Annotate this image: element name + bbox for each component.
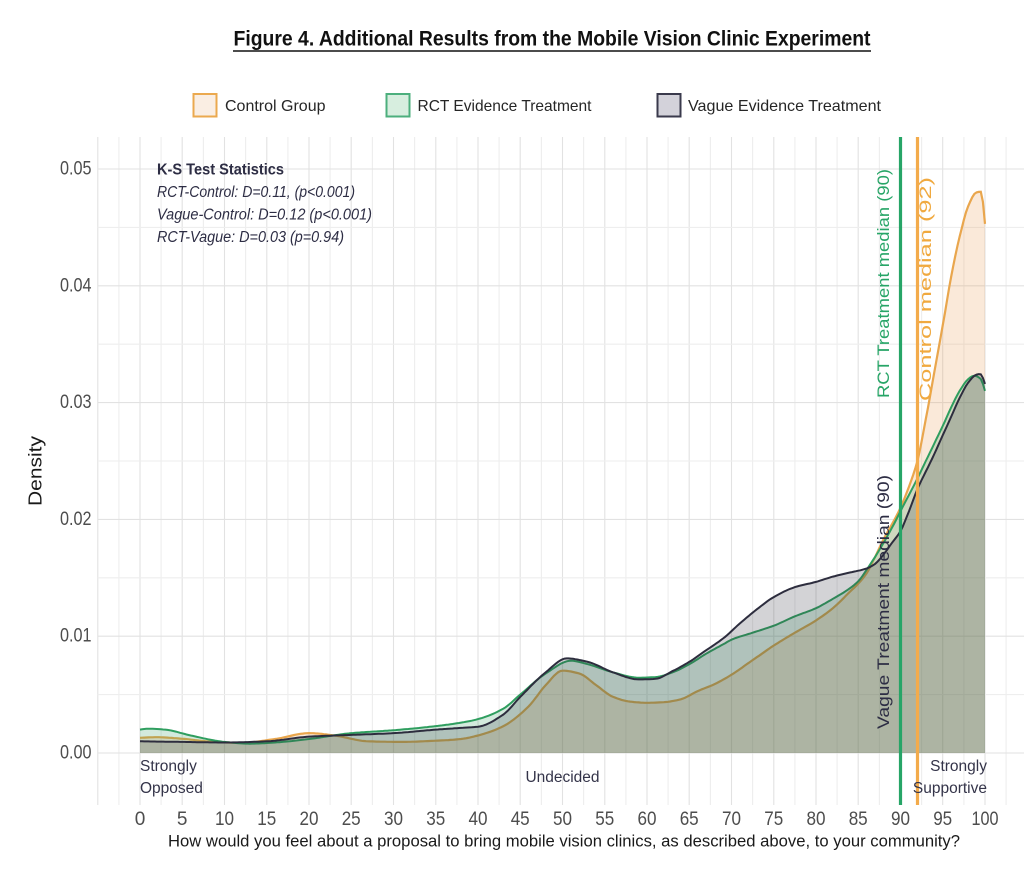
svg-text:Strongly: Strongly [140, 758, 197, 775]
svg-text:100: 100 [972, 809, 999, 830]
svg-text:K-S Test Statistics: K-S Test Statistics [157, 162, 284, 179]
svg-text:0.05: 0.05 [60, 159, 92, 180]
svg-text:55: 55 [595, 809, 614, 830]
svg-text:85: 85 [849, 809, 868, 830]
svg-text:10: 10 [215, 809, 234, 830]
svg-text:80: 80 [807, 809, 826, 830]
svg-text:How would you feel about a pro: How would you feel about a proposal to b… [168, 832, 960, 851]
svg-text:45: 45 [511, 809, 530, 830]
svg-text:15: 15 [257, 809, 276, 830]
svg-text:RCT Treatment median (90): RCT Treatment median (90) [875, 169, 893, 398]
svg-text:Opposed: Opposed [140, 780, 203, 797]
svg-text:0.04: 0.04 [60, 275, 92, 296]
svg-text:RCT Evidence Treatment: RCT Evidence Treatment [418, 98, 593, 115]
svg-text:0.01: 0.01 [60, 626, 92, 647]
svg-text:95: 95 [933, 809, 952, 830]
svg-text:90: 90 [891, 809, 910, 830]
svg-text:0: 0 [135, 809, 146, 830]
svg-text:0.03: 0.03 [60, 392, 92, 413]
svg-text:Control median (92): Control median (92) [917, 177, 935, 401]
svg-text:RCT-Control: D=0.11, (p<0.001): RCT-Control: D=0.11, (p<0.001) [157, 184, 355, 201]
svg-text:Strongly: Strongly [930, 758, 987, 775]
svg-text:60: 60 [638, 809, 657, 830]
svg-text:0.00: 0.00 [60, 743, 92, 764]
svg-text:50: 50 [553, 809, 572, 830]
svg-text:30: 30 [384, 809, 403, 830]
svg-text:20: 20 [300, 809, 319, 830]
svg-text:0.02: 0.02 [60, 509, 92, 530]
svg-text:40: 40 [469, 809, 488, 830]
svg-text:Density: Density [26, 436, 46, 506]
svg-text:25: 25 [342, 809, 361, 830]
svg-text:70: 70 [722, 809, 741, 830]
svg-text:75: 75 [764, 809, 783, 830]
svg-text:Control Group: Control Group [225, 98, 326, 115]
svg-text:Supportive: Supportive [913, 780, 987, 797]
svg-text:Vague-Control: D=0.12 (p<0.001: Vague-Control: D=0.12 (p<0.001) [157, 207, 372, 224]
svg-text:5: 5 [177, 809, 188, 830]
svg-text:Figure 4. Additional Results f: Figure 4. Additional Results from the Mo… [234, 27, 871, 51]
svg-text:35: 35 [426, 809, 445, 830]
svg-text:Vague Treatment median (90): Vague Treatment median (90) [875, 475, 893, 729]
svg-text:Vague Evidence Treatment: Vague Evidence Treatment [688, 98, 882, 115]
svg-text:65: 65 [680, 809, 699, 830]
svg-text:Undecided: Undecided [525, 769, 599, 786]
svg-text:RCT-Vague: D=0.03 (p=0.94): RCT-Vague: D=0.03 (p=0.94) [157, 229, 344, 246]
